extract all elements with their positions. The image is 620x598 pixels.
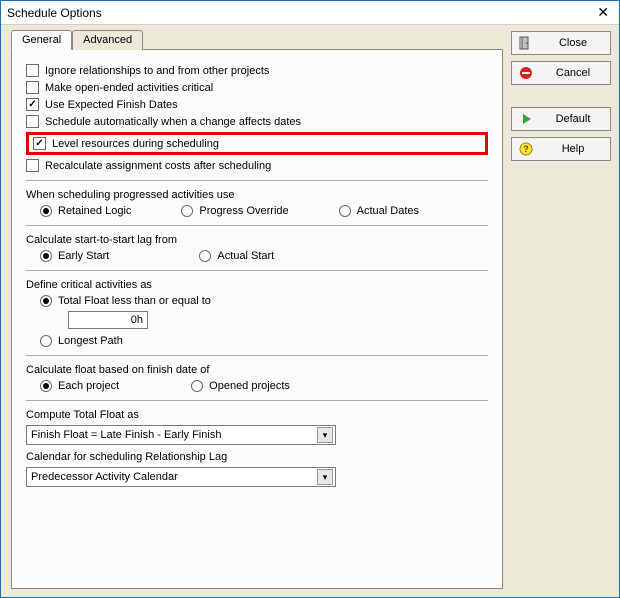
radio-icon[interactable] [181, 205, 193, 217]
door-icon [518, 35, 534, 51]
radio-each-project[interactable]: Each project [40, 380, 119, 392]
help-icon: ? [518, 141, 534, 157]
chevron-down-icon[interactable]: ▾ [317, 427, 333, 443]
checkbox-expected-finish[interactable] [26, 98, 39, 111]
radio-label: Progress Override [199, 205, 288, 217]
select-value: Predecessor Activity Calendar [31, 471, 178, 483]
radio-icon[interactable] [40, 250, 52, 262]
default-button[interactable]: Default [511, 107, 611, 131]
radio-icon[interactable] [191, 380, 203, 392]
cancel-icon [518, 65, 534, 81]
separator [26, 355, 488, 356]
checkbox-recalc-costs[interactable] [26, 159, 39, 172]
select-compute-float[interactable]: Finish Float = Late Finish - Early Finis… [26, 425, 336, 445]
label-level-resources: Level resources during scheduling [52, 138, 219, 150]
content-area: General Advanced Ignore relationships to… [1, 25, 619, 597]
button-label: Close [542, 37, 604, 49]
row-ignore-relationships[interactable]: Ignore relationships to and from other p… [26, 64, 488, 77]
close-button[interactable]: Close [511, 31, 611, 55]
label-ignore-relationships: Ignore relationships to and from other p… [45, 65, 269, 77]
radio-icon[interactable] [40, 205, 52, 217]
select-value: Finish Float = Late Finish - Early Finis… [31, 429, 221, 441]
tab-body-general: Ignore relationships to and from other p… [11, 49, 503, 589]
svg-text:?: ? [523, 144, 529, 154]
title-bar: Schedule Options ✕ [1, 1, 619, 25]
input-float-value[interactable] [68, 311, 148, 329]
radio-label: Early Start [58, 250, 109, 262]
button-label: Default [542, 113, 604, 125]
window-title: Schedule Options [7, 6, 102, 20]
radio-longest-path[interactable]: Longest Path [40, 335, 488, 347]
row-expected-finish[interactable]: Use Expected Finish Dates [26, 98, 488, 111]
radio-label: Each project [58, 380, 119, 392]
checkbox-level-resources[interactable] [33, 137, 46, 150]
label-calendar-lag: Calendar for scheduling Relationship Lag [26, 451, 488, 463]
radio-retained-logic[interactable]: Retained Logic [40, 205, 131, 217]
tab-strip: General Advanced [11, 30, 503, 50]
label-compute-float: Compute Total Float as [26, 409, 488, 421]
label-auto-schedule: Schedule automatically when a change aff… [45, 116, 301, 128]
radio-group-progressed: Retained Logic Progress Override Actual … [40, 205, 488, 217]
side-button-panel: Close Cancel Default ? Help [509, 25, 619, 597]
cancel-button[interactable]: Cancel [511, 61, 611, 85]
radio-icon[interactable] [40, 335, 52, 347]
row-auto-schedule[interactable]: Schedule automatically when a change aff… [26, 115, 488, 128]
checkbox-ignore-relationships[interactable] [26, 64, 39, 77]
label-open-ended: Make open-ended activities critical [45, 82, 213, 94]
close-icon[interactable]: ✕ [593, 4, 613, 21]
separator [26, 180, 488, 181]
radio-label: Retained Logic [58, 205, 131, 217]
play-icon [518, 111, 534, 127]
separator [26, 270, 488, 271]
label-progressed: When scheduling progressed activities us… [26, 189, 488, 201]
label-recalc-costs: Recalculate assignment costs after sched… [45, 160, 271, 172]
select-calendar-lag[interactable]: Predecessor Activity Calendar ▾ [26, 467, 336, 487]
button-label: Help [542, 143, 604, 155]
radio-total-float[interactable]: Total Float less than or equal to [40, 295, 488, 307]
radio-icon[interactable] [339, 205, 351, 217]
radio-label: Actual Start [217, 250, 274, 262]
tab-general[interactable]: General [11, 30, 72, 50]
chevron-down-icon[interactable]: ▾ [317, 469, 333, 485]
label-expected-finish: Use Expected Finish Dates [45, 99, 178, 111]
radio-actual-start[interactable]: Actual Start [199, 250, 274, 262]
separator [26, 225, 488, 226]
row-recalc-costs[interactable]: Recalculate assignment costs after sched… [26, 159, 488, 172]
radio-early-start[interactable]: Early Start [40, 250, 109, 262]
radio-group-float-basis: Each project Opened projects [40, 380, 488, 392]
radio-icon[interactable] [40, 380, 52, 392]
tab-advanced[interactable]: Advanced [72, 30, 143, 50]
row-level-resources[interactable]: Level resources during scheduling [33, 137, 481, 150]
radio-icon[interactable] [40, 295, 52, 307]
highlight-level-resources: Level resources during scheduling [26, 132, 488, 155]
radio-label: Longest Path [58, 335, 123, 347]
separator [26, 400, 488, 401]
label-lag: Calculate start-to-start lag from [26, 234, 488, 246]
radio-progress-override[interactable]: Progress Override [181, 205, 288, 217]
radio-label: Total Float less than or equal to [58, 295, 211, 307]
main-panel: General Advanced Ignore relationships to… [1, 25, 509, 597]
radio-group-lag: Early Start Actual Start [40, 250, 488, 262]
help-button[interactable]: ? Help [511, 137, 611, 161]
label-float-basis: Calculate float based on finish date of [26, 364, 488, 376]
checkbox-auto-schedule[interactable] [26, 115, 39, 128]
button-label: Cancel [542, 67, 604, 79]
radio-actual-dates[interactable]: Actual Dates [339, 205, 419, 217]
radio-opened-projects[interactable]: Opened projects [191, 380, 290, 392]
radio-label: Opened projects [209, 380, 290, 392]
label-critical: Define critical activities as [26, 279, 488, 291]
radio-label: Actual Dates [357, 205, 419, 217]
radio-icon[interactable] [199, 250, 211, 262]
checkbox-open-ended[interactable] [26, 81, 39, 94]
row-open-ended[interactable]: Make open-ended activities critical [26, 81, 488, 94]
